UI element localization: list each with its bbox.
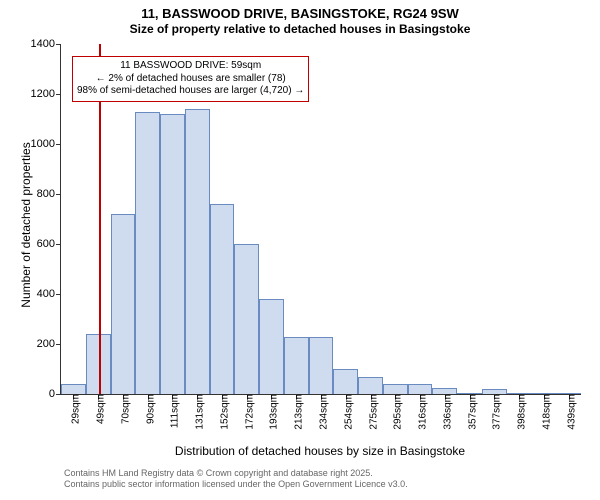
xtick-label: 398sqm [511,394,528,430]
ytick-mark [56,294,61,295]
histogram-bar [185,109,210,394]
xtick-label: 29sqm [65,394,82,424]
xtick-label: 193sqm [263,394,280,430]
histogram-bar [284,337,309,395]
ytick-mark [56,44,61,45]
xtick-label: 131sqm [189,394,206,430]
xtick-label: 377sqm [486,394,503,430]
footer-attribution: Contains HM Land Registry data © Crown c… [64,468,408,490]
annotation-line: 11 BASSWOOD DRIVE: 59sqm [77,60,304,73]
histogram-bar [135,112,160,395]
xtick-label: 49sqm [90,394,107,424]
histogram-bar [210,204,235,394]
y-axis-label: Number of detached properties [19,125,33,325]
histogram-bar [358,377,383,395]
xtick-label: 234sqm [313,394,330,430]
footer-line2: Contains public sector information licen… [64,479,408,490]
xtick-label: 275sqm [362,394,379,430]
xtick-label: 111sqm [164,394,181,428]
xtick-label: 213sqm [288,394,305,430]
ytick-mark [56,344,61,345]
histogram-bar [259,299,284,394]
title-line1: 11, BASSWOOD DRIVE, BASINGSTOKE, RG24 9S… [0,6,600,22]
xtick-label: 70sqm [114,394,131,424]
xtick-label: 152sqm [213,394,230,430]
xtick-label: 295sqm [387,394,404,430]
histogram-bar [234,244,259,394]
histogram-bar [111,214,136,394]
annotation-line: 98% of semi-detached houses are larger (… [77,85,304,98]
footer-line1: Contains HM Land Registry data © Crown c… [64,468,408,479]
ytick-mark [56,94,61,95]
annotation-line: ← 2% of detached houses are smaller (78) [77,73,304,86]
chart-container: 11, BASSWOOD DRIVE, BASINGSTOKE, RG24 9S… [0,0,600,500]
xtick-label: 418sqm [535,394,552,430]
xtick-label: 90sqm [139,394,156,424]
ytick-mark [56,194,61,195]
xtick-label: 316sqm [412,394,429,430]
histogram-bar [160,114,185,394]
xtick-label: 357sqm [461,394,478,430]
x-axis-label: Distribution of detached houses by size … [60,444,580,458]
xtick-label: 172sqm [238,394,255,430]
xtick-label: 336sqm [436,394,453,430]
chart-title: 11, BASSWOOD DRIVE, BASINGSTOKE, RG24 9S… [0,0,600,36]
ytick-mark [56,244,61,245]
histogram-bar [383,384,408,394]
histogram-bar [61,384,86,394]
title-line2: Size of property relative to detached ho… [0,22,600,36]
xtick-label: 439sqm [560,394,577,430]
ytick-mark [56,394,61,395]
histogram-bar [309,337,334,395]
ytick-mark [56,144,61,145]
histogram-bar [333,369,358,394]
annotation-box: 11 BASSWOOD DRIVE: 59sqm← 2% of detached… [72,56,309,102]
xtick-label: 254sqm [337,394,354,430]
histogram-bar [408,384,433,394]
